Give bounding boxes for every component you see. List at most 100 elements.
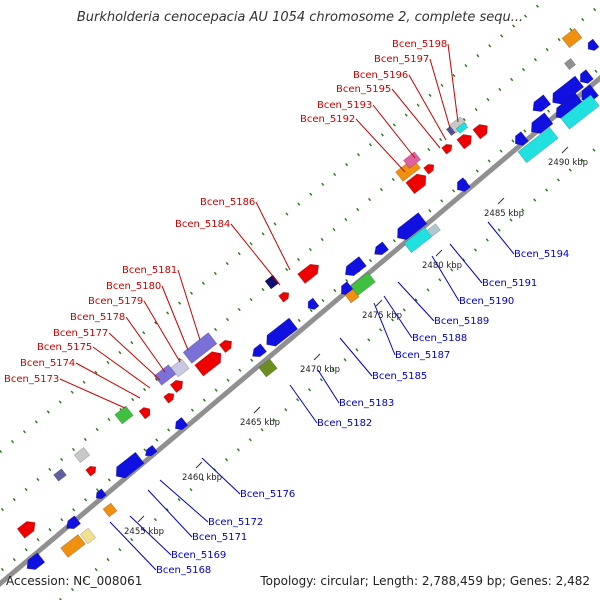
gene-label-rev-7: Bcen_5183 — [339, 398, 394, 409]
gene-feature-30 — [350, 272, 376, 296]
gene-label-rev-13: Bcen_5168 — [156, 565, 211, 576]
leader-line-fwd-6 — [255, 201, 291, 271]
scale-tick-mark-1 — [195, 461, 203, 469]
scale-tick-mark-3 — [313, 353, 321, 361]
gene-feature-27 — [278, 291, 290, 303]
leader-line-fwd-2 — [408, 74, 447, 141]
accession-text: Accession: NC_008061 — [6, 574, 143, 588]
scale-tick-mark-7 — [561, 146, 569, 154]
leader-line-fwd-9 — [161, 285, 189, 351]
gene-feature-53 — [532, 94, 552, 112]
scale-tick-label-0: 2455 kbp — [124, 527, 164, 537]
topology-text: Topology: circular; Length: 2,788,459 bp… — [260, 574, 590, 588]
gene-feature-16 — [170, 358, 190, 378]
dotted-guide-1 — [0, 66, 600, 574]
gene-feature-57 — [587, 38, 600, 51]
gene-feature-19 — [194, 351, 222, 377]
gene-label-rev-0: Bcen_5194 — [514, 249, 569, 260]
scale-tick-mark-4 — [375, 299, 383, 307]
leader-line-fwd-12 — [108, 332, 161, 381]
gene-feature-37 — [405, 173, 427, 195]
scale-tick-label-3: 2470 kbp — [300, 365, 340, 375]
gene-label-rev-1: Bcen_5191 — [482, 278, 537, 289]
leader-line-rev-10 — [159, 479, 209, 523]
gene-label-fwd-3: Bcen_5195 — [336, 84, 391, 95]
gene-label-fwd-11: Bcen_5178 — [70, 312, 125, 323]
leader-line-fwd-10 — [143, 300, 181, 363]
leader-line-fwd-1 — [429, 58, 451, 129]
leader-line-fwd-14 — [75, 362, 141, 399]
gene-feature-18 — [169, 379, 184, 394]
leader-line-fwd-7 — [230, 223, 281, 286]
gene-feature-54 — [552, 75, 585, 105]
gene-feature-6 — [115, 451, 145, 479]
gene-feature-47 — [514, 131, 529, 146]
scale-tick-label-6: 2485 kbp — [484, 209, 524, 219]
gene-feature-24 — [307, 297, 320, 310]
leader-line-rev-9 — [201, 457, 241, 495]
gene-feature-36 — [456, 177, 471, 192]
scale-tick-label-5: 2480 kbp — [422, 261, 462, 271]
gene-label-fwd-8: Bcen_5181 — [122, 265, 177, 276]
leader-line-fwd-15 — [59, 378, 126, 409]
scale-tick-label-7: 2490 kbp — [548, 158, 588, 168]
dotted-guide-0 — [0, 3, 600, 514]
leader-line-rev-1 — [449, 243, 483, 284]
leader-line-rev-13 — [109, 521, 157, 571]
gene-feature-20 — [218, 339, 233, 354]
leader-line-rev-4 — [383, 295, 413, 339]
scale-tick-mark-0 — [137, 515, 145, 523]
gene-label-rev-12: Bcen_5169 — [171, 550, 226, 561]
leader-line-rev-8 — [289, 384, 318, 424]
gene-feature-59 — [26, 552, 46, 570]
gene-features — [16, 27, 600, 570]
gene-label-rev-10: Bcen_5172 — [208, 517, 263, 528]
backbone — [0, 74, 600, 588]
gene-label-fwd-9: Bcen_5180 — [106, 281, 161, 292]
gene-feature-9 — [85, 465, 97, 477]
map-title: Burkholderia cenocepacia AU 1054 chromos… — [76, 10, 524, 25]
gene-feature-50 — [581, 84, 600, 103]
backbone-line — [0, 74, 600, 588]
gene-label-rev-5: Bcen_5187 — [395, 350, 450, 361]
gene-feature-7 — [144, 444, 158, 457]
gene-label-rev-2: Bcen_5190 — [459, 296, 514, 307]
gene-label-fwd-6: Bcen_5186 — [200, 197, 255, 208]
dotted-guide-3 — [0, 0, 546, 454]
gene-feature-25 — [297, 263, 320, 284]
gene-feature-22 — [266, 317, 299, 347]
scale-tick-label-1: 2460 kbp — [182, 473, 222, 483]
gene-label-fwd-7: Bcen_5184 — [175, 219, 230, 230]
leader-line-fwd-5 — [355, 118, 406, 173]
gene-feature-12 — [114, 405, 134, 425]
gene-label-rev-9: Bcen_5176 — [240, 489, 295, 500]
gene-feature-21 — [252, 343, 268, 358]
leader-line-rev-5 — [373, 302, 396, 356]
scale-tick-mark-5 — [435, 249, 443, 257]
gene-feature-28 — [344, 256, 367, 277]
gene-feature-34 — [403, 226, 433, 254]
leader-line-rev-3 — [397, 281, 435, 322]
gene-feature-32 — [374, 241, 390, 256]
gene-label-fwd-0: Bcen_5198 — [392, 39, 447, 50]
leader-line-fwd-13 — [92, 346, 151, 389]
leader-line-fwd-11 — [125, 316, 166, 373]
gene-feature-3 — [66, 515, 82, 530]
gene-label-fwd-14: Bcen_5174 — [20, 358, 75, 369]
scale-ticks: 2455 kbp 2460 kbp 2465 kbp 2470 kbp 2475 kbp… — [124, 146, 588, 537]
gene-feature-55 — [579, 69, 594, 84]
gene-feature-1 — [60, 534, 86, 558]
gene-label-rev-11: Bcen_5171 — [192, 532, 247, 543]
gene-feature-13 — [138, 407, 151, 420]
gene-feature-56 — [561, 27, 583, 49]
leader-line-rev-2 — [431, 255, 460, 302]
gene-feature-43 — [472, 124, 488, 140]
scale-tick-label-2: 2465 kbp — [240, 418, 280, 428]
leader-line-fwd-8 — [177, 269, 201, 341]
scale-tick-mark-2 — [253, 406, 261, 414]
leader-line-rev-0 — [487, 221, 515, 255]
gene-feature-52 — [560, 94, 600, 130]
gene-label-fwd-12: Bcen_5177 — [53, 328, 108, 339]
gene-label-fwd-5: Bcen_5192 — [300, 114, 355, 125]
